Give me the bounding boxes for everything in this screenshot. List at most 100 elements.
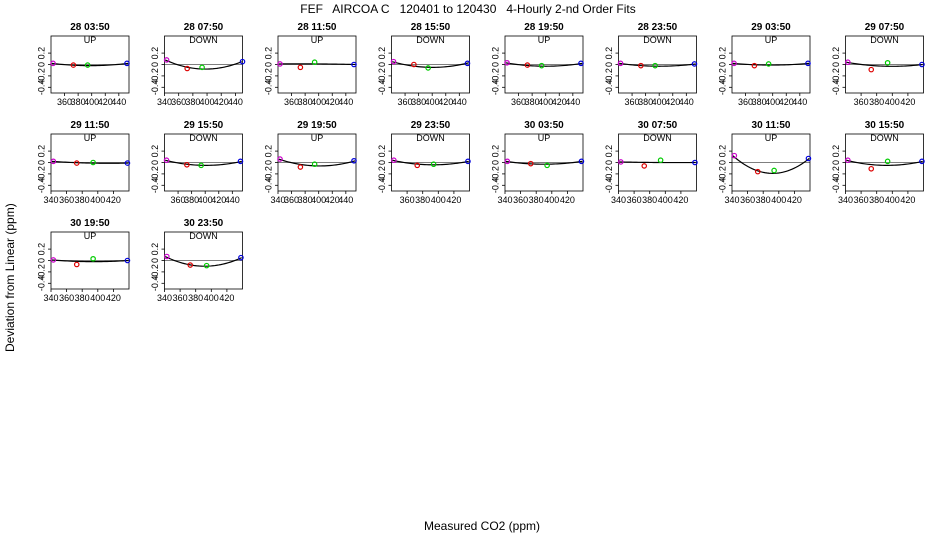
y-tick-label: 0.2 xyxy=(717,145,727,158)
x-tick-label: 360 xyxy=(627,195,642,205)
page-title: FEF AIRCOA C 120401 to 120430 4-Hourly 2… xyxy=(300,2,636,16)
x-tick-label: 340 xyxy=(724,195,739,205)
y-tick-label: 0.2 xyxy=(36,47,46,60)
x-tick-label: 400 xyxy=(885,195,900,205)
y-tick-label: 0 xyxy=(490,62,500,67)
x-tick-label: 360 xyxy=(59,293,74,303)
x-tick-label: 420 xyxy=(787,195,802,205)
x-tick-label: 420 xyxy=(325,97,340,107)
panel-direction: UP xyxy=(765,35,778,45)
y-tick-label: 0 xyxy=(604,160,614,165)
y-tick-label: -0.4 xyxy=(263,178,273,194)
y-tick-label: 0 xyxy=(831,62,841,67)
x-tick-label: 400 xyxy=(204,293,219,303)
y-tick-label: -0.4 xyxy=(263,80,273,96)
panel-title: 28 07:50 xyxy=(184,22,224,33)
y-tick-label: 0.2 xyxy=(150,47,160,60)
y-tick-label: -0.4 xyxy=(150,276,160,292)
y-tick-label: -0.2 xyxy=(150,264,160,280)
x-tick-label: 380 xyxy=(529,195,544,205)
panel-direction: DOWN xyxy=(416,35,445,45)
x-tick-label: 380 xyxy=(75,293,90,303)
y-tick-label: -0.4 xyxy=(831,178,841,194)
x-tick-label: 440 xyxy=(338,97,353,107)
y-tick-label: -0.2 xyxy=(490,166,500,182)
y-tick-label: -0.2 xyxy=(36,264,46,280)
panel-9: 29 11:50 UP 340 360 380 400 420 -0.4-0.20 0.2 xyxy=(36,120,131,205)
x-tick-label: 400 xyxy=(885,97,900,107)
x-tick-label: 360 xyxy=(854,195,869,205)
data-point xyxy=(70,62,77,68)
x-tick-label: 420 xyxy=(219,293,234,303)
y-tick-label: 0.2 xyxy=(377,145,387,158)
x-tick-label: 420 xyxy=(211,195,226,205)
data-point xyxy=(203,262,210,269)
data-point xyxy=(657,157,664,164)
y-tick-label: -0.2 xyxy=(717,68,727,84)
data-point xyxy=(425,65,431,71)
y-tick-label: 0.2 xyxy=(36,243,46,256)
panel-title: 28 23:50 xyxy=(638,22,678,33)
panel-direction: DOWN xyxy=(189,231,218,241)
y-tick-label: 0.2 xyxy=(263,47,273,60)
y-tick-label: -0.2 xyxy=(150,166,160,182)
panel-title: 30 11:50 xyxy=(752,120,791,131)
data-point xyxy=(692,159,698,166)
y-tick-label: -0.2 xyxy=(831,166,841,182)
panel-2: 28 07:50 DOWN 340 360 380 400 420 440 -0.4-0.20 0… xyxy=(150,22,246,107)
y-tick-label: -0.4 xyxy=(717,178,727,194)
fit-curve xyxy=(392,159,469,166)
y-tick-label: 0 xyxy=(150,160,160,165)
data-point xyxy=(238,254,244,261)
data-point xyxy=(199,64,205,71)
data-point xyxy=(198,162,204,169)
x-tick-label: 380 xyxy=(298,97,313,107)
data-point xyxy=(618,159,624,165)
data-point xyxy=(277,61,283,67)
data-point xyxy=(351,61,357,68)
data-point xyxy=(239,58,246,65)
data-point xyxy=(50,257,57,263)
panel-title: 29 15:50 xyxy=(184,120,224,131)
y-tick-label: 0.2 xyxy=(150,243,160,256)
data-point xyxy=(297,164,304,170)
y-tick-label: -0.4 xyxy=(36,276,46,292)
y-tick-label: -0.2 xyxy=(36,166,46,182)
panel-direction: DOWN xyxy=(416,133,445,143)
data-point xyxy=(430,161,437,168)
y-tick-label: 0.2 xyxy=(717,47,727,60)
data-point xyxy=(90,159,96,166)
x-tick-label: 360 xyxy=(400,195,415,205)
y-tick-label: -0.4 xyxy=(717,80,727,96)
panel-title: 28 19:50 xyxy=(524,22,564,33)
y-tick-label: -0.4 xyxy=(377,80,387,96)
x-tick-label: 440 xyxy=(565,97,580,107)
x-tick-label: 420 xyxy=(325,195,340,205)
y-tick-label: 0 xyxy=(150,258,160,263)
panel-title: 30 23:50 xyxy=(184,218,224,229)
panel-direction: DOWN xyxy=(643,35,672,45)
y-tick-label: 0 xyxy=(36,160,46,165)
data-point xyxy=(297,64,304,71)
y-tick-label: -0.2 xyxy=(604,68,614,84)
y-tick-label: 0 xyxy=(36,258,46,263)
data-point xyxy=(731,152,738,159)
y-tick-label: -0.4 xyxy=(377,178,387,194)
y-tick-label: -0.4 xyxy=(604,80,614,96)
y-tick-label: 0 xyxy=(263,160,273,165)
y-tick-label: 0 xyxy=(150,62,160,67)
x-tick-label: 360 xyxy=(171,97,186,107)
data-point xyxy=(277,156,283,162)
x-tick-label: 360 xyxy=(398,97,413,107)
y-tick-label: -0.2 xyxy=(377,166,387,182)
panel-direction: DOWN xyxy=(870,133,899,143)
x-tick-label: 380 xyxy=(71,97,86,107)
x-tick-label: 400 xyxy=(198,195,213,205)
data-point xyxy=(578,158,585,165)
x-tick-label: 380 xyxy=(298,195,313,205)
data-point xyxy=(311,59,318,66)
x-tick-label: 360 xyxy=(625,97,640,107)
